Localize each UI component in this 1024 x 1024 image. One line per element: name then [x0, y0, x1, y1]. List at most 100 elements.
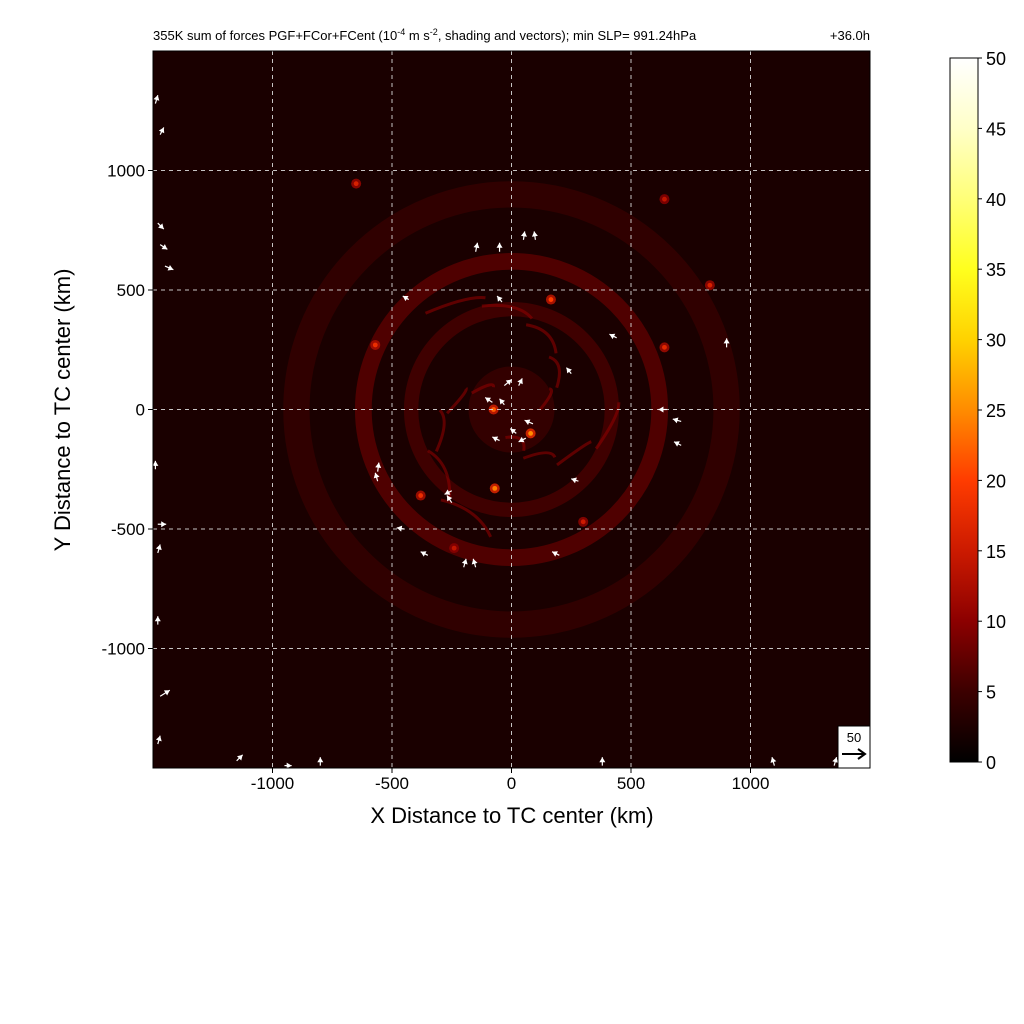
force-vector — [723, 338, 730, 348]
force-vector — [492, 436, 500, 442]
hotspot — [372, 342, 378, 348]
field-filament — [548, 355, 561, 389]
force-vector — [444, 489, 453, 495]
force-vector — [153, 95, 160, 104]
hotspot — [548, 297, 554, 302]
reference-vector-label: 50 — [847, 730, 861, 745]
force-vector — [373, 472, 380, 482]
force-vector — [499, 398, 505, 406]
force-vector — [236, 754, 244, 762]
field-filament — [522, 451, 557, 460]
force-vector — [159, 689, 171, 697]
force-vector — [599, 757, 606, 766]
y-tick-label: 1000 — [107, 162, 145, 181]
y-axis: -1000 -500 0 500 1000 — [102, 162, 153, 659]
force-vector — [155, 544, 162, 554]
x-tick-label: 500 — [617, 774, 645, 793]
force-vector — [157, 521, 167, 528]
hotspot — [662, 344, 667, 350]
colorbar-tick-label: 20 — [986, 471, 1006, 491]
force-vector — [672, 417, 682, 424]
force-vector — [520, 231, 527, 240]
force-vector — [473, 242, 480, 252]
force-vector — [157, 222, 165, 230]
colorbar-ticks: 0 5 10 15 20 25 30 35 40 45 50 — [978, 49, 1006, 773]
force-vector — [402, 295, 410, 302]
field-filament — [470, 383, 495, 395]
force-vector — [658, 406, 667, 413]
hotspot — [491, 407, 496, 412]
field-filament — [440, 498, 493, 538]
x-axis-label: X Distance to TC center (km) — [370, 803, 653, 828]
force-vector — [396, 525, 405, 532]
x-axis: -1000 -500 0 500 1000 — [251, 768, 769, 793]
hotspot — [353, 181, 359, 187]
colorbar: 0 5 10 15 20 25 30 35 40 45 50 — [949, 49, 1006, 773]
field-filament — [424, 296, 486, 315]
hotspot — [451, 545, 457, 551]
colorbar-tick-label: 5 — [986, 683, 996, 703]
force-vector — [484, 397, 493, 403]
colorbar-tick-label: 35 — [986, 260, 1006, 280]
field-filament — [434, 409, 446, 452]
force-vector — [531, 231, 538, 240]
force-vector — [770, 757, 777, 766]
force-vector — [518, 436, 527, 443]
force-vector — [159, 244, 168, 250]
time-label: +36.0h — [830, 28, 870, 43]
hotspot — [528, 431, 534, 436]
x-tick-label: -1000 — [251, 774, 294, 793]
reference-vector: 50 — [837, 725, 871, 769]
force-vector — [153, 460, 159, 470]
force-vector — [551, 551, 560, 557]
force-vectors — [153, 95, 839, 768]
field-filament — [481, 303, 534, 320]
force-vector — [461, 558, 468, 568]
hotspot — [492, 485, 498, 491]
force-vector — [317, 757, 324, 766]
colorbar-tick-label: 0 — [986, 753, 996, 773]
force-vector — [154, 616, 161, 625]
field-filament — [594, 402, 621, 450]
force-vector — [496, 295, 503, 303]
hotspot — [707, 282, 713, 288]
force-vector — [446, 495, 453, 504]
colorbar-tick-label: 15 — [986, 542, 1006, 562]
field-filament — [525, 323, 558, 354]
y-axis-label: Y Distance to TC center (km) — [50, 269, 75, 552]
x-tick-label: -500 — [375, 774, 409, 793]
colorbar-tick-label: 25 — [986, 401, 1006, 421]
force-vector — [571, 477, 579, 484]
force-vector — [517, 378, 523, 386]
colorbar-tick-label: 30 — [986, 331, 1006, 351]
force-vector — [375, 462, 382, 472]
colorbar-tick-label: 45 — [986, 119, 1006, 139]
colorbar-tick-label: 10 — [986, 612, 1006, 632]
outer-band — [283, 181, 740, 638]
hotspot — [418, 493, 424, 498]
plot-area: 50 — [152, 50, 871, 769]
chart-title-group: 355K sum of forces PGF+FCor+FCent (10-4 … — [153, 27, 870, 43]
force-vector — [509, 428, 517, 435]
x-tick-label: 0 — [507, 774, 516, 793]
force-vector — [673, 441, 682, 447]
field-filament — [556, 440, 592, 467]
field-filament — [539, 387, 553, 411]
force-vector — [155, 735, 162, 745]
y-tick-label: -1000 — [102, 640, 145, 659]
y-tick-label: 500 — [117, 281, 145, 300]
force-vector — [565, 367, 572, 375]
chart-title: 355K sum of forces PGF+FCor+FCent (10-4 … — [153, 27, 697, 43]
force-vector — [471, 558, 478, 568]
colorbar-gradient — [949, 57, 979, 763]
y-tick-label: -500 — [111, 520, 145, 539]
force-vector — [284, 762, 292, 768]
force-vector — [158, 127, 165, 135]
force-vector — [524, 419, 534, 425]
colorbar-tick-label: 40 — [986, 190, 1006, 210]
force-vector — [832, 757, 839, 766]
colorbar-tick-label: 50 — [986, 49, 1006, 69]
y-tick-label: 0 — [136, 401, 145, 420]
hotspot — [580, 519, 586, 525]
